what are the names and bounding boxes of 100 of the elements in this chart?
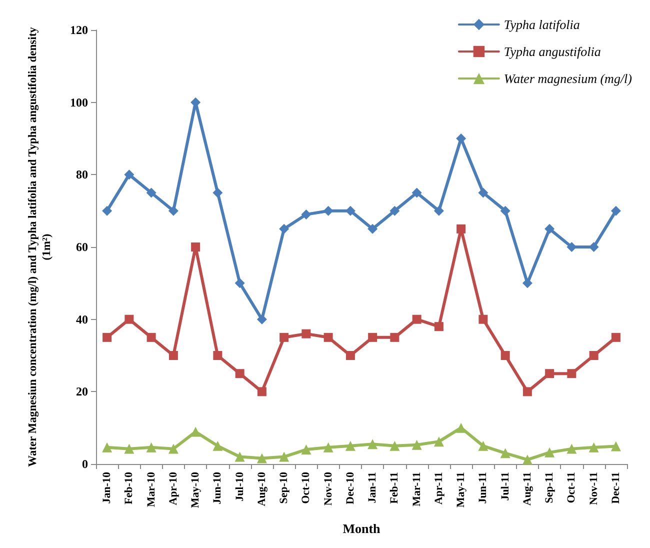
point bbox=[212, 188, 223, 198]
point bbox=[301, 209, 312, 220]
point bbox=[544, 224, 555, 234]
point bbox=[124, 314, 134, 324]
x-tick-label: Apr-10 bbox=[167, 472, 180, 506]
point bbox=[102, 332, 112, 342]
x-tick-label: Oct-10 bbox=[300, 472, 312, 504]
x-tick-label: Nov-11 bbox=[588, 472, 600, 505]
x-tick-label: Dec-11 bbox=[610, 472, 622, 504]
point bbox=[280, 332, 289, 342]
point bbox=[522, 278, 532, 288]
point bbox=[323, 442, 334, 452]
point bbox=[212, 440, 223, 451]
point bbox=[610, 206, 621, 216]
legend-label: Typha latifolia bbox=[504, 17, 580, 32]
point bbox=[168, 444, 178, 454]
point bbox=[146, 442, 156, 452]
point bbox=[368, 439, 378, 450]
y-tick-label: 40 bbox=[76, 312, 88, 326]
point bbox=[168, 206, 178, 216]
point bbox=[124, 444, 134, 454]
x-tick-label: Oct-11 bbox=[566, 472, 578, 504]
point bbox=[168, 351, 178, 360]
point bbox=[234, 452, 245, 462]
x-tick-label: Nov-10 bbox=[322, 472, 334, 506]
point bbox=[456, 224, 466, 234]
point bbox=[390, 440, 400, 451]
x-tick-label: Feb-10 bbox=[123, 472, 136, 504]
point bbox=[368, 224, 378, 234]
x-tick-label: Jan-11 bbox=[366, 472, 379, 504]
point bbox=[124, 170, 134, 180]
x-tick-label: Mar-11 bbox=[410, 472, 423, 506]
x-tick-label: Sep-10 bbox=[278, 472, 290, 504]
point bbox=[345, 440, 356, 451]
point bbox=[478, 188, 488, 198]
y-tick-label: 20 bbox=[76, 384, 88, 399]
point bbox=[235, 369, 244, 378]
point bbox=[610, 441, 621, 452]
point bbox=[256, 453, 267, 464]
point bbox=[345, 206, 356, 216]
point bbox=[323, 206, 334, 216]
point bbox=[412, 440, 422, 450]
point bbox=[191, 242, 200, 252]
point bbox=[500, 351, 510, 360]
point bbox=[257, 387, 266, 396]
point bbox=[566, 242, 577, 252]
x-tick-label: Aug-11 bbox=[521, 472, 534, 506]
point bbox=[146, 332, 156, 342]
y-tick-label: 80 bbox=[76, 168, 88, 182]
legend-label: Typha angustifolia bbox=[504, 44, 602, 59]
x-tick-label: May-10 bbox=[190, 472, 202, 508]
point bbox=[544, 447, 555, 458]
point bbox=[456, 134, 466, 144]
x-tick-label: Jun-10 bbox=[212, 472, 224, 504]
x-tick-label: Sep-11 bbox=[544, 472, 556, 504]
point bbox=[279, 452, 290, 462]
point bbox=[478, 314, 488, 324]
point bbox=[412, 314, 422, 324]
point bbox=[522, 387, 532, 396]
point bbox=[234, 278, 245, 288]
y-tick-label: 120 bbox=[70, 23, 88, 37]
point bbox=[500, 206, 510, 216]
x-tick-label: Jul-10 bbox=[234, 472, 246, 502]
x-tick-label: Dec-10 bbox=[344, 472, 356, 504]
x-tick-label: Feb-11 bbox=[388, 472, 401, 504]
point bbox=[213, 351, 222, 360]
point bbox=[434, 206, 444, 216]
point bbox=[434, 322, 444, 332]
point bbox=[279, 224, 290, 234]
point bbox=[567, 369, 576, 378]
x-tick-label: Mar-10 bbox=[145, 472, 158, 508]
y-axis-title: Water Magnesiun concentration (mg/l) and Typha latifolia and Typha angustifolia density (1m²) bbox=[27, 26, 53, 467]
point bbox=[522, 454, 532, 465]
point bbox=[588, 242, 599, 252]
y-tick-label: 60 bbox=[76, 240, 88, 254]
point bbox=[545, 369, 554, 378]
x-tick-label: Jul-11 bbox=[499, 472, 512, 501]
point bbox=[589, 351, 598, 360]
legend-label: Water magnesium (mg/l) bbox=[504, 71, 632, 86]
point bbox=[390, 332, 400, 342]
point bbox=[588, 442, 599, 452]
point bbox=[566, 444, 577, 454]
x-axis-title: Month bbox=[342, 521, 382, 536]
y-tick-label: 100 bbox=[70, 95, 88, 110]
point bbox=[412, 188, 422, 198]
point bbox=[190, 426, 201, 437]
point bbox=[102, 442, 112, 452]
x-tick-label: Jun-11 bbox=[477, 472, 490, 504]
point bbox=[611, 332, 620, 342]
point bbox=[146, 188, 156, 198]
x-tick-label: Jan-10 bbox=[101, 472, 114, 504]
point bbox=[368, 332, 378, 342]
point bbox=[346, 351, 355, 360]
y-tick-label: 0 bbox=[82, 457, 88, 471]
x-tick-label: May-11 bbox=[455, 472, 468, 508]
point bbox=[102, 206, 112, 216]
point bbox=[434, 436, 444, 447]
point bbox=[256, 314, 267, 324]
point bbox=[324, 332, 333, 342]
x-tick-label: Apr-11 bbox=[432, 472, 445, 505]
